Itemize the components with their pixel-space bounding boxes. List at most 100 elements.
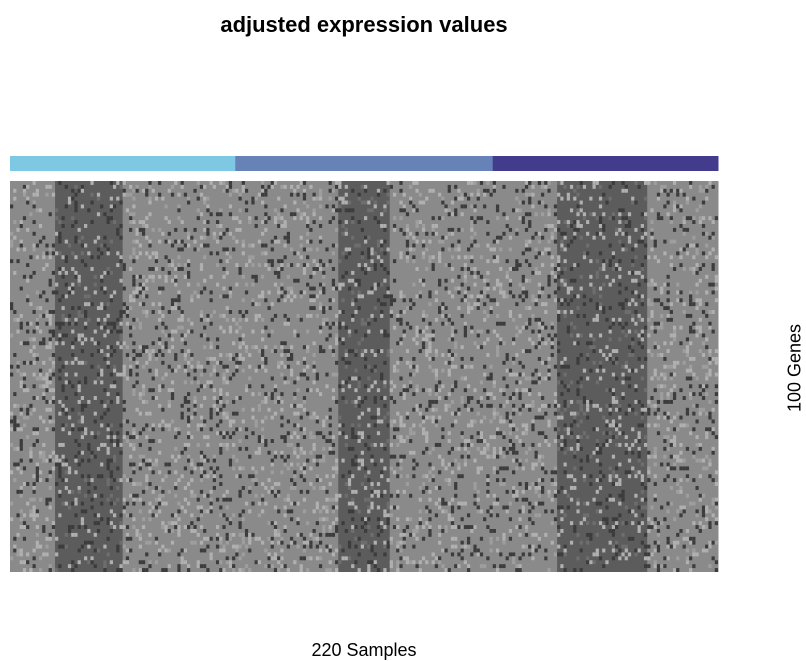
heatmap-cell — [264, 360, 268, 365]
heatmap-cell — [77, 310, 81, 314]
heatmap-cell — [187, 231, 191, 236]
heatmap-cell — [544, 224, 548, 228]
heatmap-cell — [335, 372, 339, 377]
heatmap-cell — [637, 423, 641, 428]
heatmap-cell — [61, 388, 65, 393]
heatmap-cell — [653, 181, 657, 185]
heatmap-cell — [460, 525, 464, 529]
heatmap-cell — [87, 251, 91, 256]
heatmap-cell — [238, 556, 242, 561]
heatmap-cell — [611, 419, 616, 424]
heatmap-cell — [267, 392, 271, 397]
heatmap-cell — [238, 466, 242, 471]
heatmap-cell — [396, 462, 400, 467]
heatmap-cell — [58, 267, 62, 271]
heatmap-cell — [203, 435, 207, 440]
heatmap-cell — [219, 450, 223, 455]
heatmap-cell — [479, 294, 484, 299]
heatmap-cell — [270, 184, 274, 189]
heatmap-cell — [402, 532, 406, 537]
heatmap-cell — [450, 227, 455, 232]
heatmap-cell — [383, 267, 387, 271]
heatmap-cell — [370, 442, 374, 447]
heatmap-cell — [428, 462, 432, 467]
heatmap-cell — [415, 325, 419, 330]
heatmap-cell — [193, 368, 197, 373]
heatmap-cell — [415, 208, 419, 213]
heatmap-cell — [32, 427, 36, 432]
heatmap-cell — [215, 224, 220, 228]
heatmap-cell — [608, 474, 612, 479]
heatmap-cell — [167, 263, 171, 268]
heatmap-cell — [492, 286, 496, 291]
heatmap-cell — [618, 415, 622, 420]
heatmap-cell — [254, 478, 258, 483]
heatmap-cell — [428, 517, 432, 522]
heatmap-cell — [450, 333, 455, 338]
heatmap-cell — [438, 532, 442, 537]
heatmap-cell — [151, 267, 155, 271]
heatmap-cell — [502, 392, 506, 397]
heatmap-cell — [328, 423, 332, 428]
heatmap-cell — [598, 294, 603, 299]
heatmap-cell — [112, 458, 117, 463]
heatmap-cell — [573, 220, 577, 225]
heatmap-cell — [553, 267, 558, 271]
heatmap-cell — [270, 439, 274, 443]
heatmap-cell — [254, 224, 258, 228]
heatmap-cell — [158, 286, 162, 291]
heatmap-cell — [35, 474, 39, 479]
heatmap-cell — [412, 544, 416, 549]
heatmap-cell — [212, 310, 216, 314]
heatmap-cell — [129, 454, 133, 459]
heatmap-cell — [151, 513, 155, 518]
heatmap-cell — [354, 489, 358, 494]
heatmap-cell — [463, 439, 467, 443]
heatmap-cell — [650, 521, 654, 526]
heatmap-cell — [77, 306, 81, 311]
heatmap-cell — [380, 243, 384, 248]
heatmap-cell — [112, 435, 117, 440]
heatmap-cell — [547, 337, 551, 342]
heatmap-cell — [125, 192, 130, 197]
heatmap-cell — [203, 509, 207, 514]
heatmap-cell — [228, 564, 233, 569]
heatmap-cell — [364, 384, 368, 389]
heatmap-cell — [553, 290, 558, 295]
heatmap-cell — [119, 333, 123, 338]
heatmap-cell — [148, 212, 152, 217]
heatmap-cell — [425, 267, 429, 271]
heatmap-cell — [611, 517, 616, 522]
heatmap-cell — [219, 446, 223, 451]
heatmap-cell — [309, 227, 313, 232]
heatmap-cell — [22, 184, 27, 189]
heatmap-cell — [196, 216, 200, 221]
heatmap-cell — [254, 278, 258, 283]
heatmap-cell — [544, 532, 548, 537]
heatmap-cell — [450, 552, 455, 557]
heatmap-cell — [19, 224, 23, 228]
heatmap-cell — [132, 446, 136, 451]
heatmap-cell — [84, 403, 88, 408]
heatmap-cell — [627, 329, 632, 334]
heatmap-cell — [167, 388, 171, 393]
heatmap-cell — [112, 501, 117, 506]
heatmap-cell — [335, 360, 339, 365]
heatmap-cell — [145, 286, 149, 291]
heatmap-cell — [42, 419, 46, 424]
heatmap-cell — [389, 184, 393, 189]
heatmap-cell — [100, 325, 104, 330]
heatmap-cell — [557, 552, 561, 557]
heatmap-cell — [280, 353, 284, 357]
heatmap-cell — [431, 267, 435, 271]
heatmap-cell — [463, 376, 467, 381]
heatmap-cell — [187, 423, 191, 428]
heatmap-cell — [283, 364, 287, 369]
heatmap-cell — [486, 509, 490, 514]
heatmap-cell — [174, 427, 178, 432]
heatmap-cell — [154, 505, 159, 510]
heatmap-cell — [518, 439, 522, 443]
heatmap-cell — [325, 317, 329, 322]
heatmap-cell — [302, 360, 307, 365]
heatmap-cell — [32, 270, 36, 275]
